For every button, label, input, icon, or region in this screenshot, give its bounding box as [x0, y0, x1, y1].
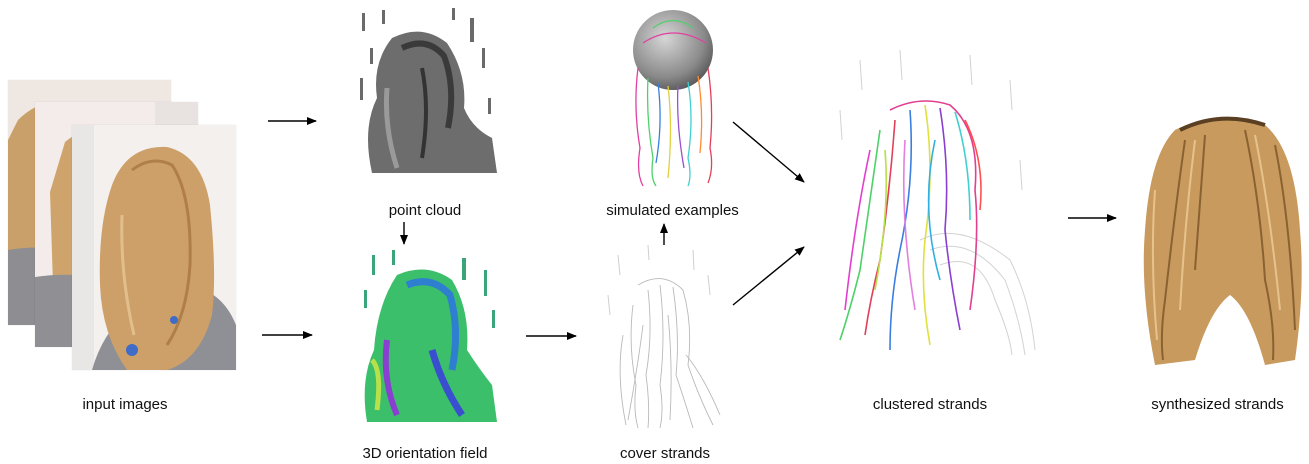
point-cloud-image: [352, 8, 498, 180]
clustered-strands-image: [820, 50, 1040, 360]
simulated-examples-label: simulated examples: [606, 202, 739, 219]
orientation-field-art: [364, 250, 497, 422]
cover-strands-label: cover strands: [619, 445, 711, 462]
simulated-examples-image: [618, 8, 728, 188]
point-cloud-label: point cloud: [388, 202, 462, 219]
orientation-field-label: 3D orientation field: [362, 445, 488, 462]
synthesized-strands-label: synthesized strands: [1151, 396, 1284, 413]
arrow-cover-to-clustered: [732, 246, 805, 306]
synthesized-strands-image: [1135, 110, 1309, 370]
point-cloud-art: [360, 8, 497, 174]
orientation-field-image: [352, 250, 500, 425]
input-images-label: input images: [82, 396, 168, 413]
clustered-strands-art: [839, 50, 1036, 356]
synthesized-strands-art: [1143, 116, 1302, 365]
cover-strands-art: [607, 245, 721, 429]
clustered-strands-label: clustered strands: [872, 396, 988, 413]
input-photo-front-art: [72, 125, 236, 370]
input-photo-front: [72, 125, 236, 370]
simulated-examples-art: [633, 10, 713, 187]
arrow-simulated-to-clustered: [732, 121, 805, 183]
cover-strands-image: [598, 245, 728, 430]
